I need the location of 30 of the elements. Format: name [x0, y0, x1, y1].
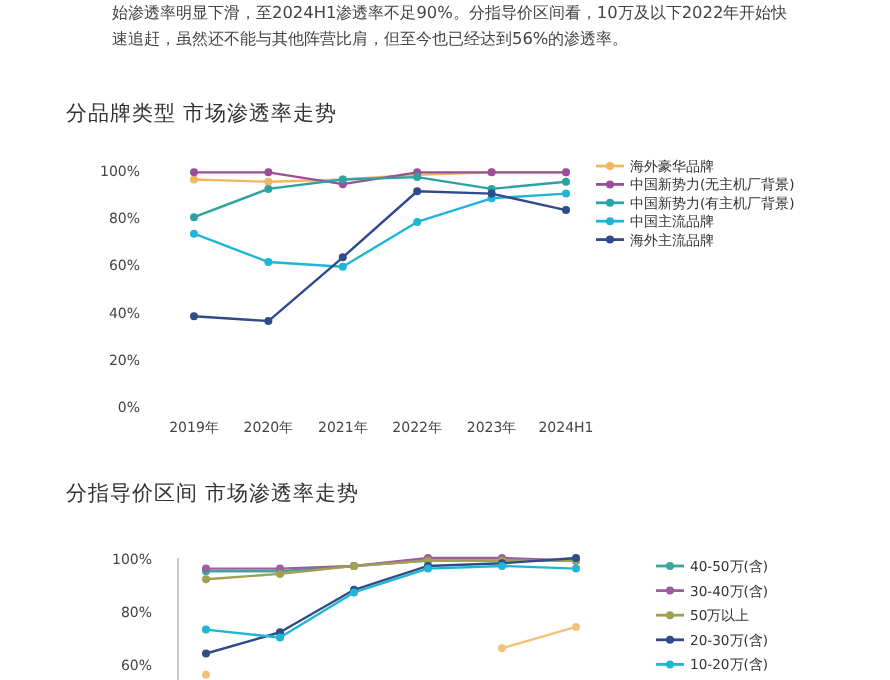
point [190, 175, 198, 184]
chart-title: 分指导价区间 市场渗透率走势 [66, 480, 359, 506]
point [190, 213, 198, 222]
point [338, 262, 347, 271]
point [572, 622, 580, 631]
point [264, 317, 273, 326]
point [202, 670, 210, 679]
point [572, 564, 580, 573]
point [264, 258, 273, 267]
point [202, 625, 210, 634]
point [562, 189, 570, 198]
point [190, 312, 198, 321]
point [264, 184, 273, 193]
text: 始渗透率明显下滑，至2024H1渗透率不足90%。分指导价区间看，10万及以下2022年开始快 [112, 2, 788, 22]
point [487, 189, 496, 198]
point [413, 217, 422, 226]
point [338, 253, 347, 262]
point [190, 168, 198, 177]
point [190, 229, 198, 238]
text: 速追赶，虽然还不能与其他阵营比肩，但至今也已经达到56%的渗透率。 [112, 28, 629, 48]
point [562, 177, 570, 186]
point [264, 177, 273, 186]
point [498, 644, 506, 653]
point [276, 633, 284, 642]
point [264, 168, 273, 177]
point [413, 187, 422, 196]
point [562, 206, 570, 215]
point [202, 575, 210, 584]
point [202, 649, 210, 658]
chart-title: 分品牌类型 市场渗透率走势 [66, 100, 337, 126]
